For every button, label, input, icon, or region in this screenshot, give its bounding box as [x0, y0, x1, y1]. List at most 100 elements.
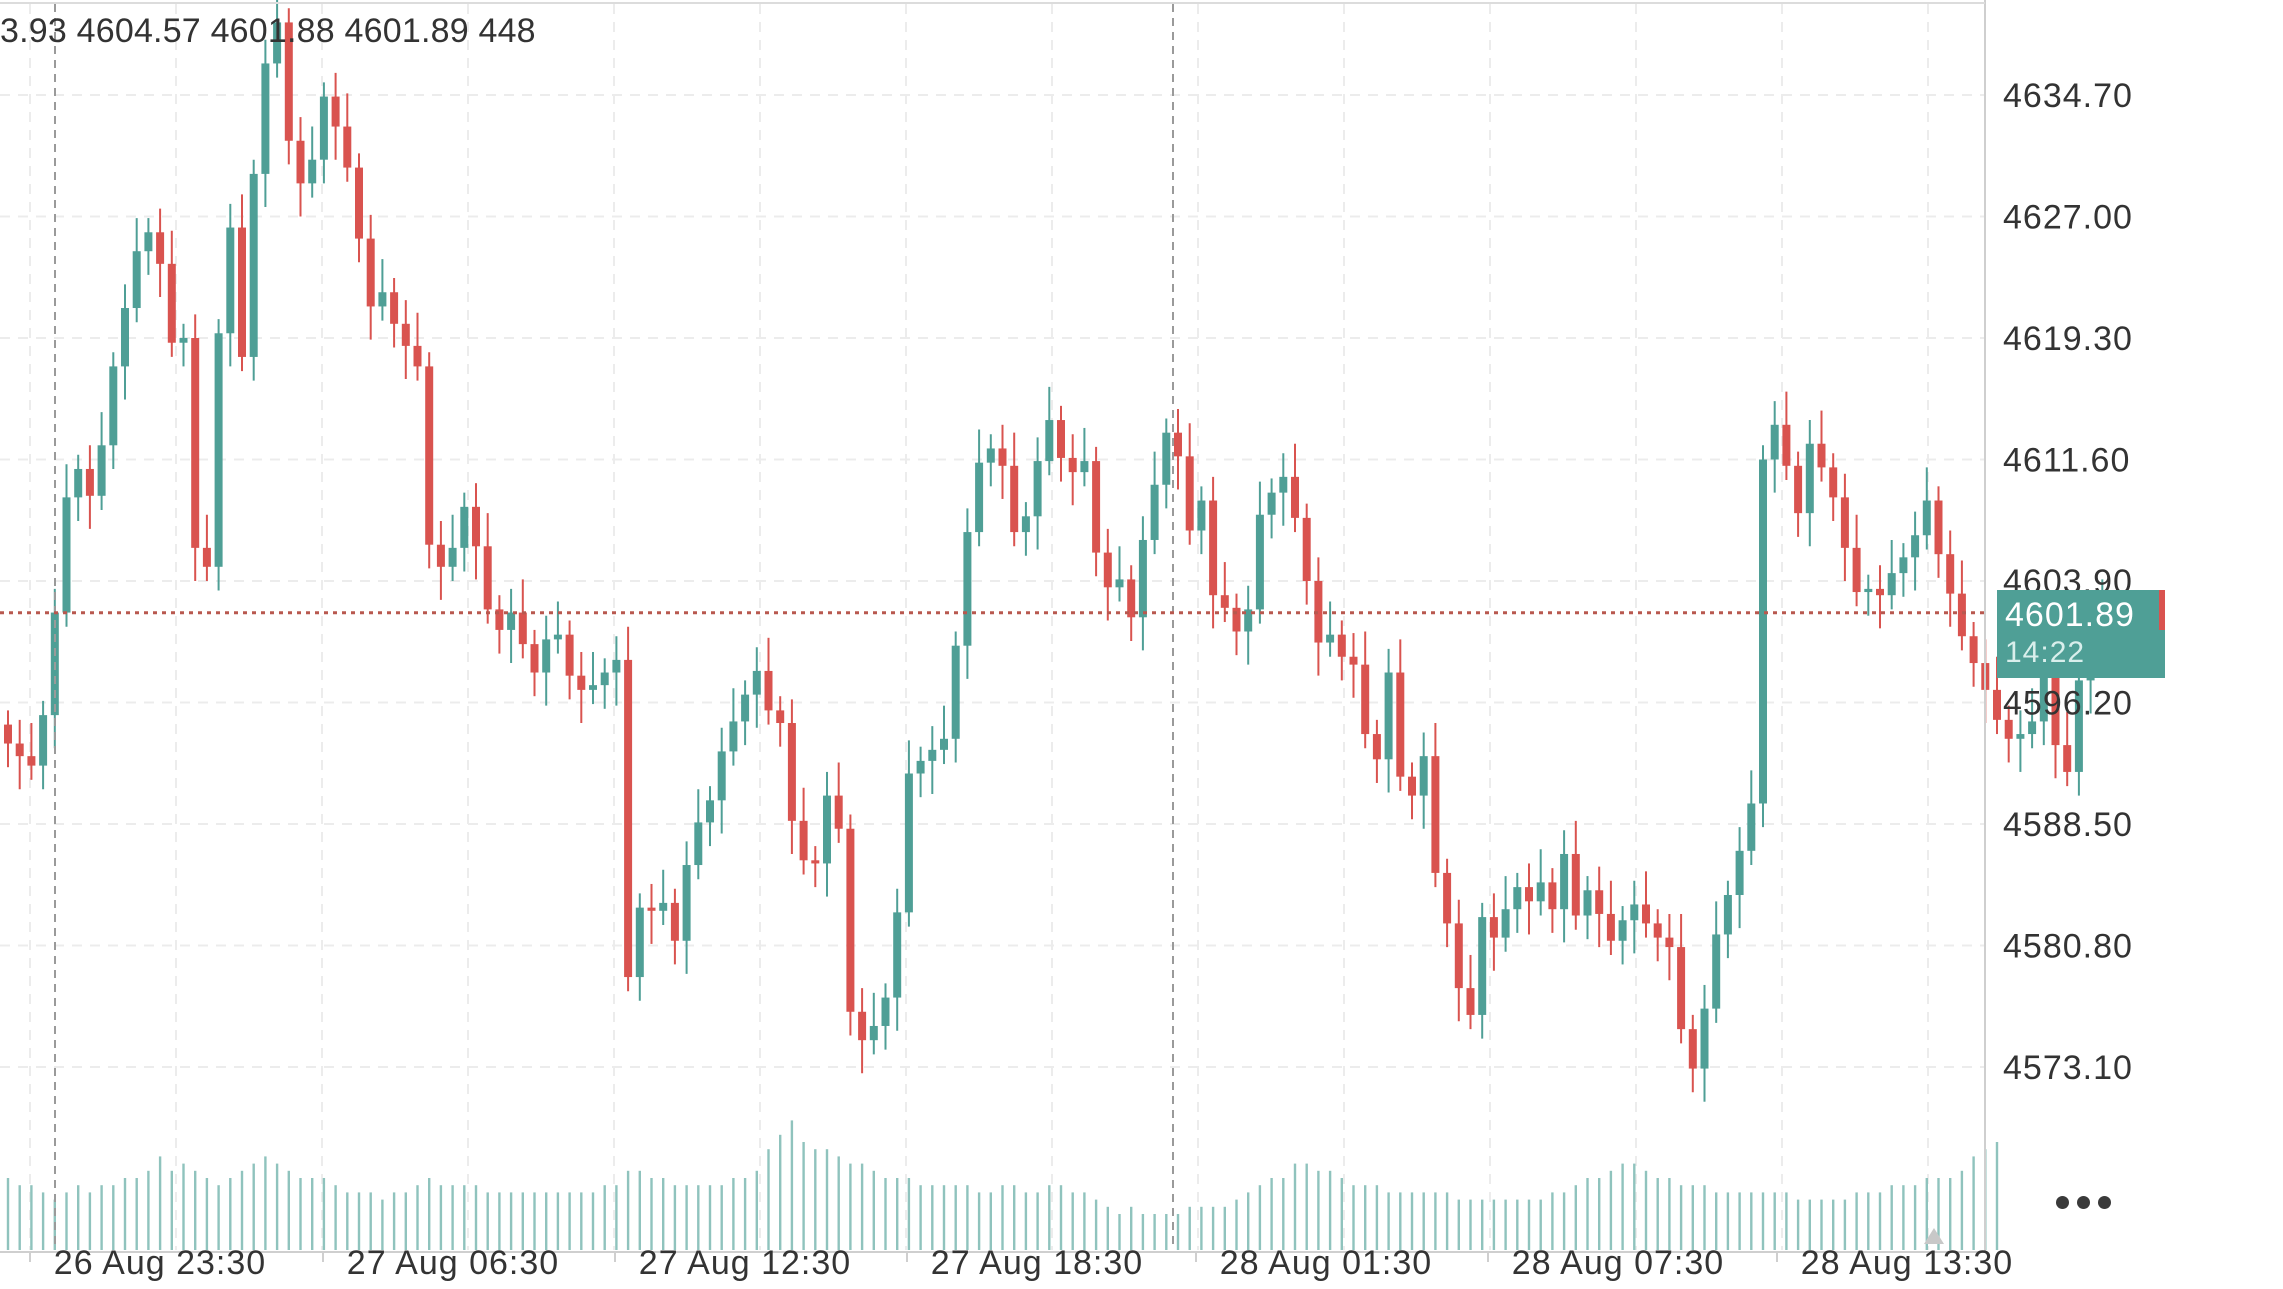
volume-bar	[1118, 1214, 1121, 1250]
volume-bar	[884, 1178, 887, 1250]
candle-body	[132, 251, 141, 309]
volume-bar	[580, 1192, 583, 1250]
candle-body	[1618, 920, 1627, 941]
volume-bar	[6, 1178, 10, 1250]
volume-bar	[896, 1178, 899, 1250]
candle-body	[799, 820, 808, 861]
candle-body	[1419, 756, 1428, 796]
volume-bar	[1609, 1170, 1613, 1250]
candle-body	[858, 1011, 867, 1041]
volume-bar	[603, 1185, 606, 1250]
volume-bar	[755, 1170, 758, 1250]
volume-bar	[545, 1192, 548, 1250]
candle-body	[1735, 850, 1744, 896]
volume-bar	[1094, 1199, 1098, 1250]
candle-body	[659, 902, 668, 911]
candle-body	[986, 448, 995, 463]
candle-body	[1712, 934, 1721, 1009]
candle-body	[2039, 663, 2048, 722]
volume-bar	[1832, 1199, 1835, 1250]
candle-body	[1267, 492, 1276, 515]
volume-bar	[638, 1170, 641, 1250]
volume-bar	[369, 1192, 372, 1250]
ellipsis-icon	[2076, 1195, 2090, 1209]
candle-body	[214, 333, 223, 567]
volume-bar	[509, 1192, 513, 1250]
candle-body	[1080, 461, 1089, 473]
volume-bar	[1750, 1192, 1753, 1250]
volume-bar	[322, 1178, 326, 1250]
volume-bar	[451, 1185, 454, 1250]
volume-bar	[650, 1178, 653, 1250]
candle-body	[1033, 461, 1042, 517]
candle-body	[670, 902, 679, 941]
candle-body	[1127, 579, 1136, 618]
candle-body	[1606, 913, 1615, 941]
volume-bar	[1773, 1192, 1776, 1250]
volume-bar	[977, 1192, 981, 1250]
volume-bar	[1808, 1199, 1811, 1250]
time-tick-label: 28 Aug 13:30	[1801, 1244, 2013, 1282]
volume-bar	[1422, 1192, 1425, 1250]
candle-body	[1876, 588, 1884, 596]
volume-bar	[907, 1178, 911, 1250]
volume-bar	[1165, 1214, 1168, 1250]
ellipsis-icon	[2097, 1195, 2111, 1209]
volume-bar	[439, 1185, 443, 1250]
volume-bar	[1130, 1206, 1133, 1250]
candle-body	[834, 795, 843, 829]
candle-countdown: 14:22	[2005, 636, 2086, 669]
candle-body	[156, 232, 165, 264]
candle-body	[951, 645, 960, 739]
candle-body	[975, 462, 984, 533]
candle-body	[1384, 672, 1393, 760]
volume-bars	[6, 1120, 1999, 1250]
candle-body	[1349, 656, 1358, 665]
candle-body	[1185, 456, 1194, 531]
candle-body	[904, 773, 913, 913]
time-tick-label: 28 Aug 01:30	[1220, 1244, 1432, 1282]
volume-bar	[521, 1192, 524, 1250]
volume-bar	[112, 1185, 115, 1250]
candle-body	[390, 292, 399, 324]
time-axis[interactable]: 26 Aug 23:30 27 Aug 06:30 27 Aug 12:30 27 A…	[29, 1244, 2013, 1282]
candle-body	[308, 159, 317, 184]
volume-bar	[1305, 1163, 1308, 1250]
volume-bar	[1890, 1185, 1893, 1250]
chart-overlays	[0, 0, 1986, 1253]
candle-body	[273, 22, 282, 64]
volume-bar	[1867, 1192, 1870, 1250]
volume-bar	[1715, 1192, 1718, 1250]
volume-bar	[533, 1192, 536, 1250]
volume-bar	[1258, 1185, 1262, 1250]
price-axis[interactable]: 4634.704627.004619.304611.604603.904596.…	[2003, 77, 2133, 1087]
candle-body	[2074, 680, 2083, 772]
volume-bar	[1106, 1206, 1109, 1250]
candle-body	[62, 497, 71, 613]
candle-body	[74, 468, 83, 498]
more-options-button[interactable]	[2048, 1182, 2118, 1222]
volume-bar	[1960, 1170, 1964, 1250]
candle-body	[1466, 988, 1475, 1015]
candle-body	[998, 448, 1007, 466]
volume-bar	[860, 1163, 864, 1250]
volume-bar	[275, 1163, 279, 1250]
volume-bar	[1516, 1199, 1519, 1250]
candle-body	[495, 609, 504, 630]
candle-body	[1595, 890, 1604, 914]
volume-bar	[1878, 1192, 1882, 1250]
candle-body	[1688, 1029, 1697, 1069]
volume-bar	[1785, 1192, 1788, 1250]
volume-bar	[1492, 1199, 1496, 1250]
volume-bar	[1270, 1178, 1273, 1250]
volume-bar	[872, 1170, 875, 1250]
candle-body	[682, 865, 691, 941]
volume-bar	[1703, 1185, 1706, 1250]
volume-bar	[65, 1192, 68, 1250]
candle-body	[565, 634, 574, 676]
candle-body	[1021, 516, 1030, 533]
candle-body	[624, 659, 633, 978]
candle-body	[1805, 443, 1814, 514]
